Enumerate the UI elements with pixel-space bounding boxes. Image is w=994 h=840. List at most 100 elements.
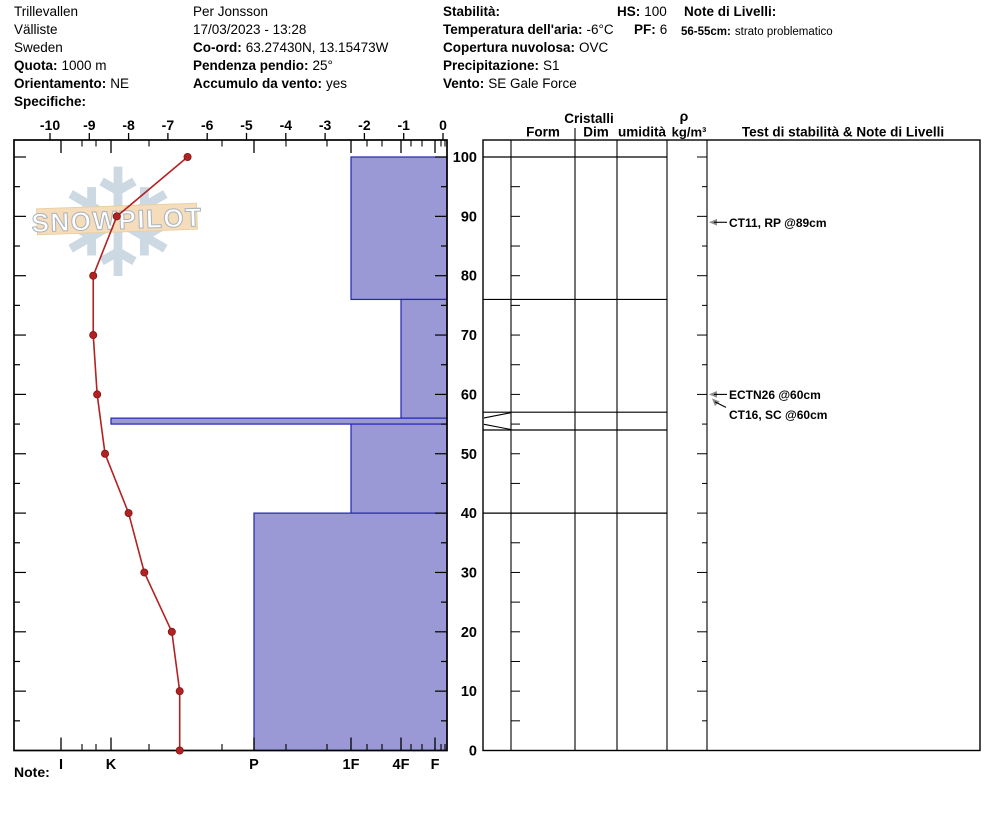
depth-label-0: 0 — [469, 744, 477, 760]
hardness-bar-1F-100 — [350, 156, 448, 301]
temp-tick-label: -5 — [240, 117, 253, 133]
temp-tick-label: -9 — [83, 117, 96, 133]
test-annotation-1: ECTN26 @60cm — [729, 388, 821, 402]
temperature-point-10 — [175, 687, 184, 696]
temp-tick-label: -7 — [162, 117, 175, 133]
layer-notes-header-row: Note di Livelli: — [684, 4, 776, 20]
test-annotation-0: CT11, RP @89cm — [729, 216, 827, 230]
col-header-cristalli: Cristalli — [564, 111, 614, 126]
hardness-label-K: K — [106, 757, 117, 773]
col-header-dim: Dim — [583, 125, 609, 140]
stability-tests: CT11, RP @89cm ECTN26 @60cm CT16, SC @60cm — [709, 216, 827, 422]
temperature-point-90 — [112, 212, 121, 221]
hardness-axis: I K P 1F 4F F — [59, 140, 446, 773]
depth-axis: 0 10 20 30 40 50 60 70 80 90 100 — [14, 150, 477, 760]
col-header-form: Form — [526, 125, 560, 140]
col-header-rho: ρ — [680, 108, 689, 124]
wind-loading-label: Accumulo da vento: — [193, 76, 323, 91]
wind-row: Vento: SE Gale Force — [443, 76, 577, 92]
aspect-value: NE — [110, 76, 130, 91]
coordinates-label: Co-ord: — [193, 40, 242, 55]
hardness-label-I: I — [59, 757, 63, 773]
temperature-point-100 — [183, 152, 192, 161]
foot-pen-value: 6 — [659, 22, 668, 37]
col-header-tests: Test di stabilità & Note di Livelli — [742, 125, 944, 140]
snow-height-label: HS: — [617, 4, 641, 19]
temp-tick-label: -10 — [40, 117, 60, 133]
grain-table-border — [482, 139, 981, 752]
hardness-label-4F: 4F — [393, 757, 410, 773]
elevation-value: 1000 m — [61, 58, 107, 73]
precipitation-label: Precipitazione: — [443, 58, 540, 73]
depth-label-90: 90 — [461, 209, 477, 225]
stability-row: Stabilità: — [443, 4, 500, 20]
grain-table: Cristalli Form Dim umidità ρkg/m³ Test di sta… — [482, 108, 981, 752]
problem-layer-flag — [483, 412, 512, 431]
temperature-point-60 — [93, 390, 102, 399]
temp-tick-label: -8 — [122, 117, 135, 133]
sky-cover-row: Copertura nuvolosa: OVC — [443, 40, 608, 56]
temperature-point-70 — [89, 331, 98, 340]
sky-cover-value: OVC — [579, 40, 609, 55]
coordinates-row: Co-ord: 63.27430N, 13.15473W — [193, 40, 388, 56]
depth-label-100: 100 — [453, 150, 477, 166]
sky-cover-label: Copertura nuvolosa: — [443, 40, 576, 55]
specifics-row: Specifiche: — [14, 94, 86, 110]
location-name: Trillevallen — [14, 4, 79, 19]
temperature-point-50 — [101, 449, 110, 458]
temperature-point-80 — [89, 271, 98, 280]
aspect-row: Orientamento: NE — [14, 76, 129, 92]
location-country: Sweden — [14, 40, 63, 55]
col-header-rho-unit: kg/m³ — [672, 125, 707, 140]
slope-angle-row: Pendenza pendio: 25° — [193, 58, 333, 74]
observation-datetime: 17/03/2023 - 13:28 — [193, 22, 307, 37]
temperature-point-0 — [175, 746, 184, 755]
temp-axis: -10 -9 -8 -7 -6 -5 -4 -3 -2 -1 0 — [40, 117, 447, 140]
temperature-point-40 — [124, 509, 133, 518]
arrow-left-icon — [709, 391, 717, 398]
layer-note-row: 56-55cm: strato problematico — [681, 24, 833, 40]
depth-label-40: 40 — [461, 506, 477, 522]
depth-label-10: 10 — [461, 684, 477, 700]
hardness-label-P: P — [249, 757, 259, 773]
depth-label-20: 20 — [461, 625, 477, 641]
temp-tick-label: -6 — [201, 117, 214, 133]
wind-loading-value: yes — [326, 76, 348, 91]
air-temp-row: Temperatura dell'aria: -6°C — [443, 22, 614, 38]
depth-label-50: 50 — [461, 447, 477, 463]
air-temp-value: -6°C — [586, 22, 614, 37]
location-area: Välliste — [14, 22, 58, 37]
test-annotation-2: CT16, SC @60cm — [729, 408, 827, 422]
layer-note-depth: 56-55cm: — [681, 26, 731, 38]
layer-note-text: strato problematico — [734, 26, 833, 38]
precipitation-row: Precipitazione: S1 — [443, 58, 560, 74]
foot-pen-label: PF: — [634, 22, 656, 37]
snow-height-value: 100 — [644, 4, 667, 19]
hardness-bar-4F-76 — [400, 298, 448, 419]
wind-loading-row: Accumulo da vento: yes — [193, 76, 347, 92]
hardness-bar-P-40 — [253, 512, 448, 752]
temp-tick-label: -1 — [397, 117, 410, 133]
temp-tick-label: -3 — [319, 117, 332, 133]
air-temp-label: Temperatura dell'aria: — [443, 22, 583, 37]
arrow-left-icon — [709, 218, 717, 226]
hardness-bar-1F-55 — [350, 423, 448, 514]
temp-tick-label: 0 — [439, 117, 447, 133]
coordinates-value: 63.27430N, 13.15473W — [245, 40, 389, 55]
depth-label-80: 80 — [461, 269, 477, 285]
slope-angle-label: Pendenza pendio: — [193, 58, 309, 73]
aspect-label: Orientamento: — [14, 76, 107, 91]
depth-label-60: 60 — [461, 387, 477, 403]
layer-notes-label: Note di Livelli: — [684, 4, 777, 19]
elevation-row: Quota: 1000 m — [14, 58, 107, 74]
note-label: Note: — [14, 764, 50, 780]
wind-label: Vento: — [443, 76, 485, 91]
slope-angle-value: 25° — [312, 58, 333, 73]
hardness-bar-K-56 — [110, 417, 448, 425]
depth-label-70: 70 — [461, 328, 477, 344]
foot-pen-row: PF: 6 — [634, 22, 667, 38]
precipitation-value: S1 — [543, 58, 560, 73]
col-header-umidita: umidità — [618, 125, 666, 140]
